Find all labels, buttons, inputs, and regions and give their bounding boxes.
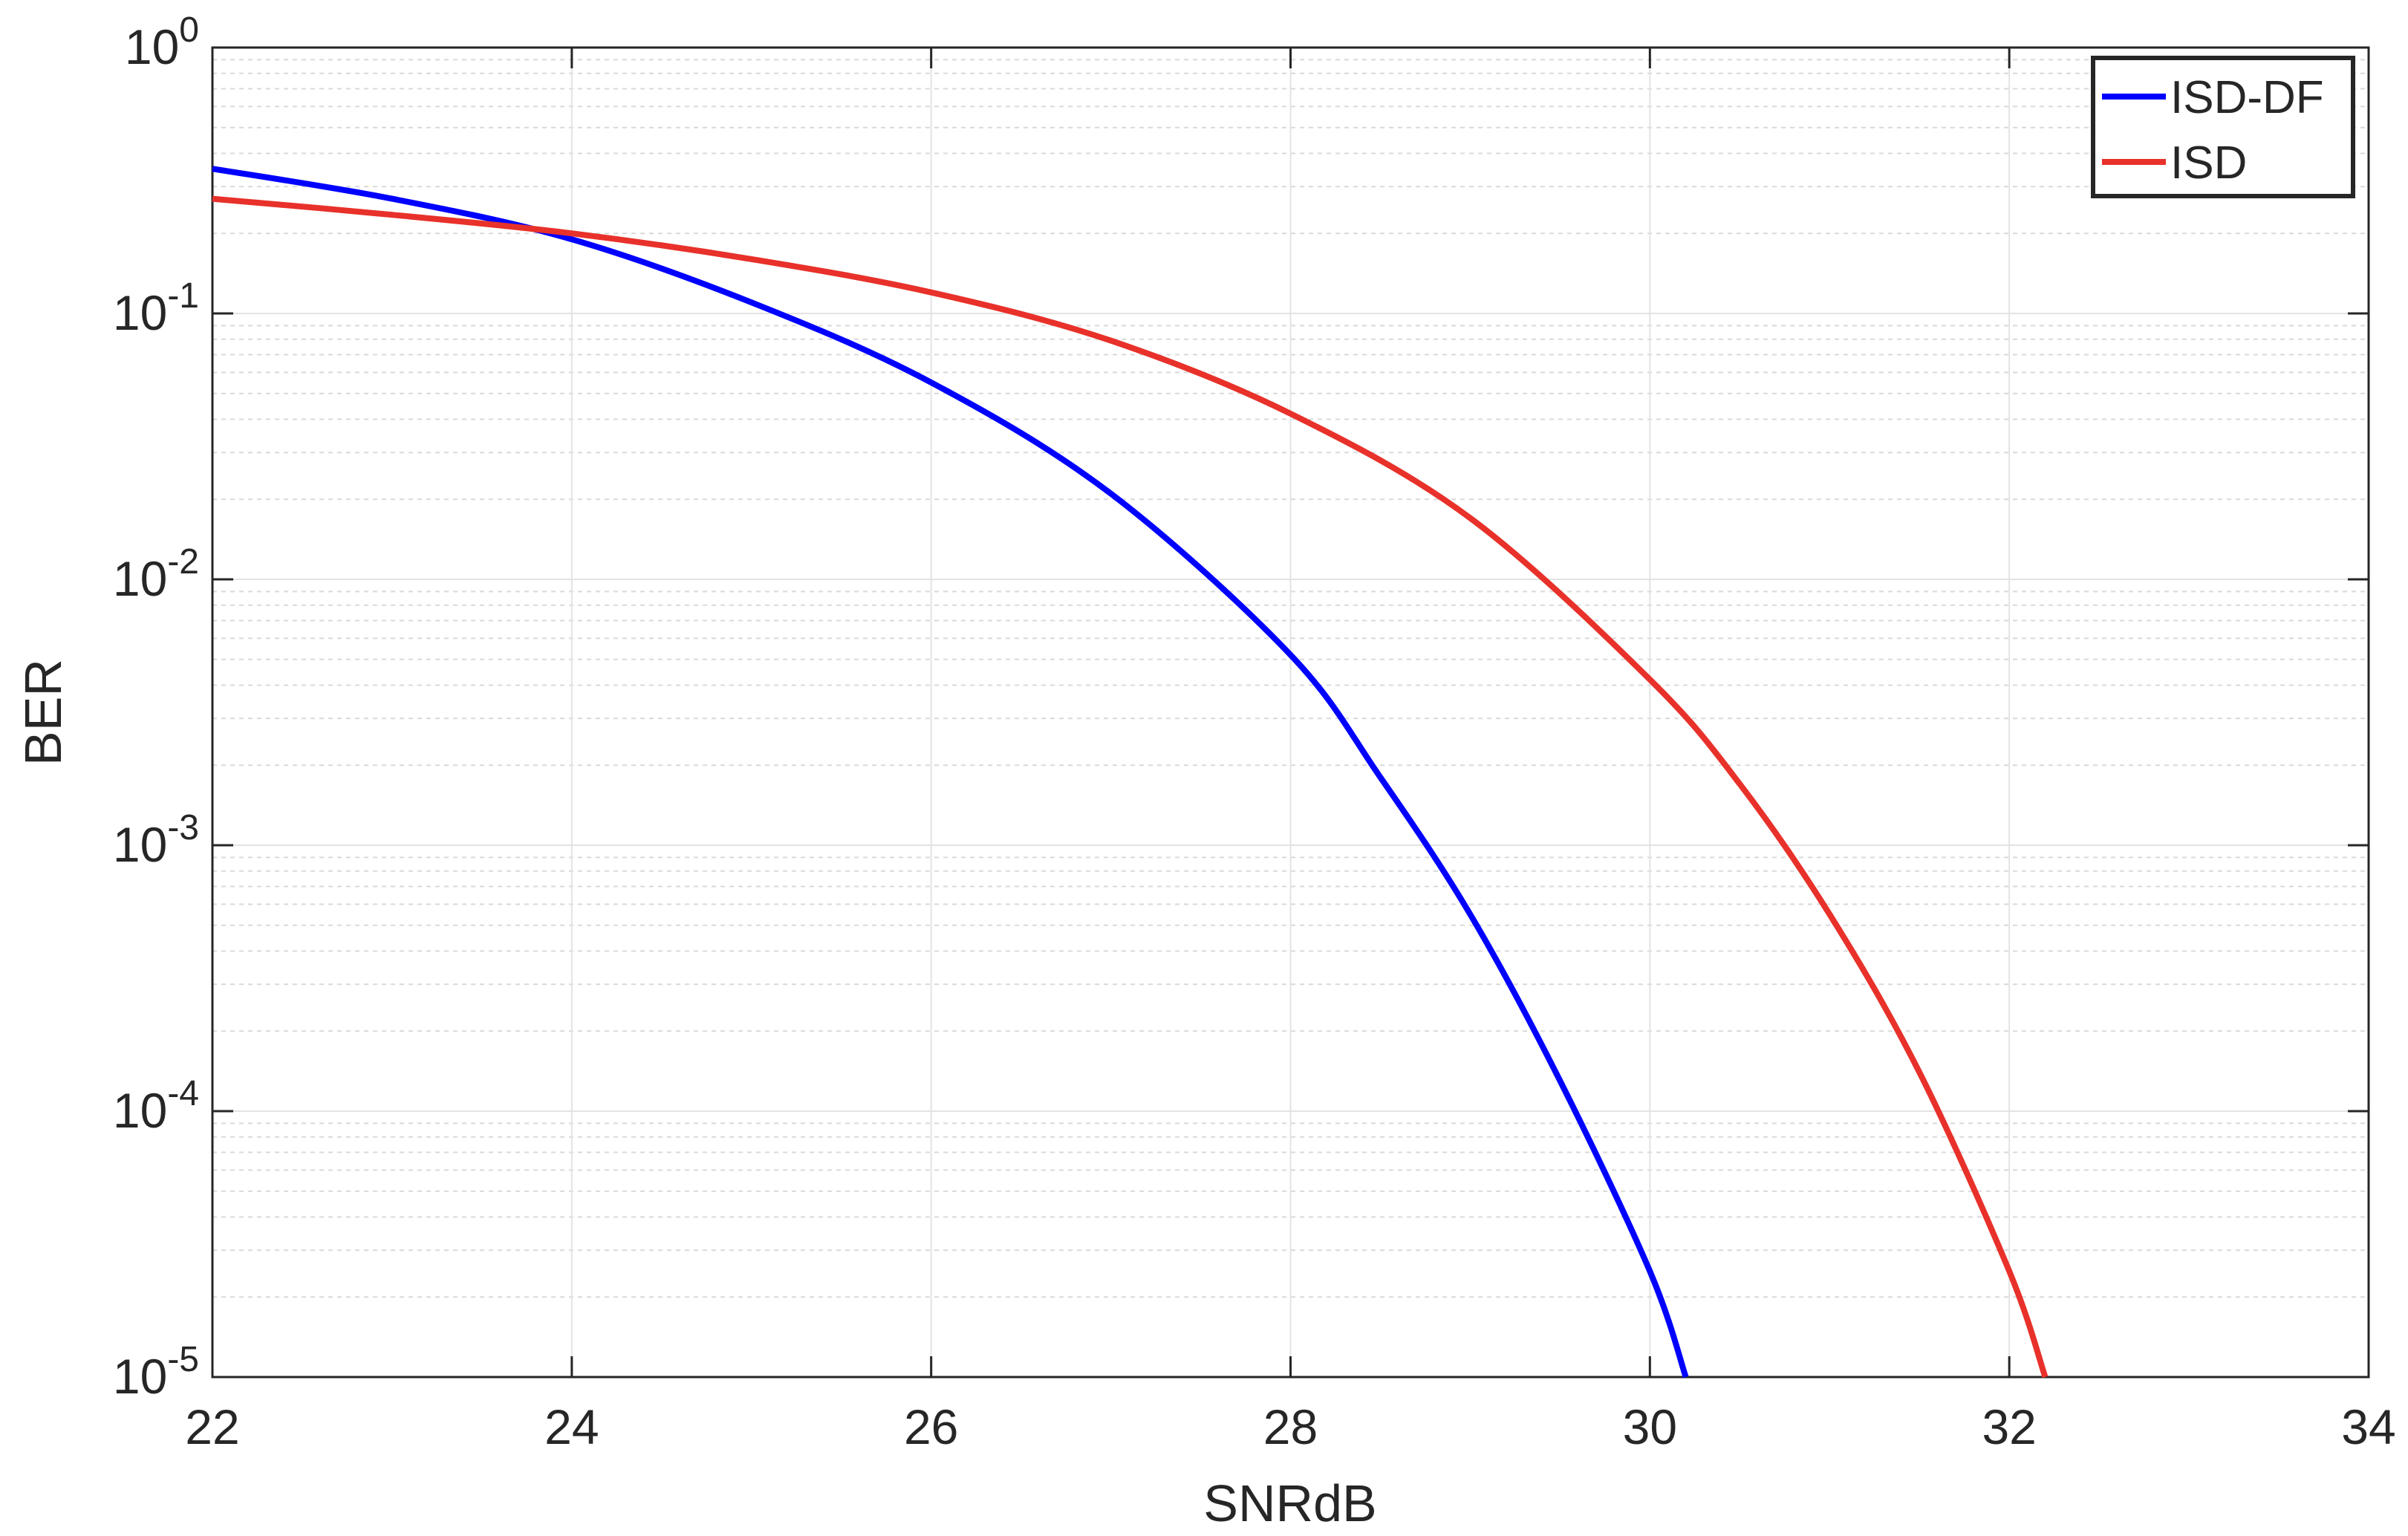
x-tick-label: 30	[1623, 1399, 1677, 1454]
x-tick-label: 22	[185, 1399, 239, 1454]
x-tick-label: 34	[2341, 1399, 2395, 1454]
x-tick-label: 32	[1982, 1399, 2036, 1454]
x-tick-label: 28	[1263, 1399, 1318, 1454]
y-tick-label: 10-3	[113, 808, 199, 872]
y-tick-label: 100	[125, 10, 199, 74]
y-tick-label: 10-1	[113, 276, 199, 340]
x-axis-label: SNRdB	[1203, 1474, 1376, 1532]
series-lines	[212, 166, 2049, 1379]
axes	[211, 46, 2370, 1379]
legend-label-isd-df: ISD-DF	[2170, 72, 2324, 123]
y-tick-label: 10-5	[113, 1340, 199, 1404]
legend-box	[2091, 56, 2355, 198]
tick-labels: 22 24 26 28 30 32 34 100 10-1 10-2 10-3 10-4 10-5	[113, 10, 2396, 1454]
legend: ISD-DF ISD	[2091, 56, 2355, 198]
legend-label-isd: ISD	[2170, 137, 2247, 189]
x-tick-label: 26	[904, 1399, 958, 1454]
grid	[212, 47, 2369, 1378]
y-tick-label: 10-4	[113, 1074, 199, 1138]
y-tick-label: 10-2	[113, 542, 199, 606]
series-line-isd	[212, 195, 2049, 1379]
x-tick-label: 24	[544, 1399, 599, 1454]
y-axis-label: BER	[14, 659, 72, 766]
